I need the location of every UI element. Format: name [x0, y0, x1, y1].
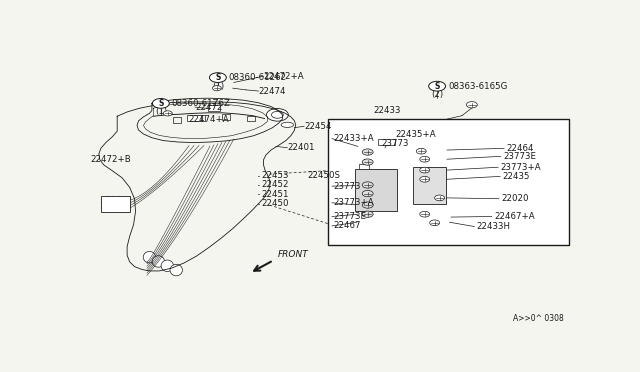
Circle shape — [420, 156, 429, 162]
Text: 23773+A: 23773+A — [333, 198, 374, 207]
Circle shape — [163, 111, 172, 116]
Bar — [445, 175, 451, 180]
Circle shape — [212, 86, 221, 91]
Circle shape — [362, 211, 373, 217]
Ellipse shape — [143, 251, 156, 263]
Text: 22472+B: 22472+B — [90, 155, 131, 164]
Circle shape — [362, 149, 373, 155]
Text: 22401: 22401 — [287, 143, 315, 152]
Text: 22435: 22435 — [502, 172, 530, 181]
Ellipse shape — [161, 260, 173, 272]
Ellipse shape — [170, 264, 182, 276]
Circle shape — [467, 102, 477, 108]
Circle shape — [416, 148, 426, 154]
Text: 08360-61262: 08360-61262 — [229, 73, 287, 82]
Text: 23773: 23773 — [381, 139, 409, 148]
Circle shape — [362, 159, 373, 165]
Text: 22474: 22474 — [259, 87, 286, 96]
Ellipse shape — [281, 122, 294, 128]
Bar — [355, 169, 397, 211]
Text: 22433+A: 22433+A — [333, 134, 374, 143]
Bar — [208, 105, 220, 111]
Text: 08363-6165G: 08363-6165G — [448, 82, 508, 91]
Circle shape — [429, 81, 445, 91]
Bar — [187, 115, 200, 121]
Text: 22472: 22472 — [195, 103, 223, 112]
Text: S: S — [215, 73, 221, 82]
Circle shape — [266, 109, 288, 121]
Text: 22433H: 22433H — [477, 222, 511, 231]
Text: 22472+A: 22472+A — [264, 72, 304, 81]
Bar — [328, 119, 568, 245]
Bar — [378, 139, 396, 145]
Text: (1): (1) — [155, 107, 167, 116]
Text: 08360-61Z6Z: 08360-61Z6Z — [172, 99, 230, 108]
Text: 22452: 22452 — [261, 180, 289, 189]
Circle shape — [420, 176, 429, 182]
Text: 22467: 22467 — [333, 221, 360, 231]
Ellipse shape — [152, 256, 164, 267]
Bar — [222, 114, 230, 120]
Text: 23773E: 23773E — [503, 152, 536, 161]
Bar — [445, 192, 451, 197]
Circle shape — [362, 182, 373, 188]
Circle shape — [420, 211, 429, 217]
Text: 22474+A: 22474+A — [188, 115, 228, 124]
Text: 22433: 22433 — [374, 106, 401, 115]
Text: FRONT: FRONT — [277, 250, 308, 259]
Circle shape — [420, 167, 429, 173]
Text: 22450: 22450 — [261, 199, 289, 208]
Text: 22451: 22451 — [261, 190, 289, 199]
Bar — [247, 116, 255, 121]
Circle shape — [435, 195, 445, 201]
Circle shape — [429, 220, 440, 226]
Circle shape — [362, 202, 373, 208]
Circle shape — [209, 73, 227, 83]
Text: (1): (1) — [212, 82, 224, 91]
Text: 22020: 22020 — [502, 194, 529, 203]
Bar — [101, 196, 129, 212]
Text: 23773: 23773 — [333, 182, 360, 190]
Text: 22435+A: 22435+A — [395, 130, 436, 140]
Text: (2): (2) — [431, 90, 443, 99]
Text: 22453: 22453 — [261, 171, 289, 180]
Circle shape — [152, 99, 169, 108]
Bar — [445, 183, 451, 189]
Bar — [173, 117, 180, 122]
Text: 23773+A: 23773+A — [500, 163, 541, 172]
Text: S: S — [158, 99, 164, 108]
Text: 22467+A: 22467+A — [494, 212, 535, 221]
Text: 22454: 22454 — [304, 122, 332, 131]
Text: 23773E: 23773E — [333, 212, 366, 221]
Text: 22450S: 22450S — [307, 171, 340, 180]
Bar — [198, 115, 205, 121]
Text: A>>0^ 0308: A>>0^ 0308 — [513, 314, 564, 323]
Bar — [359, 164, 369, 169]
Bar — [413, 167, 445, 205]
Text: 22464: 22464 — [507, 144, 534, 153]
Text: S: S — [435, 82, 440, 91]
Circle shape — [362, 190, 373, 197]
